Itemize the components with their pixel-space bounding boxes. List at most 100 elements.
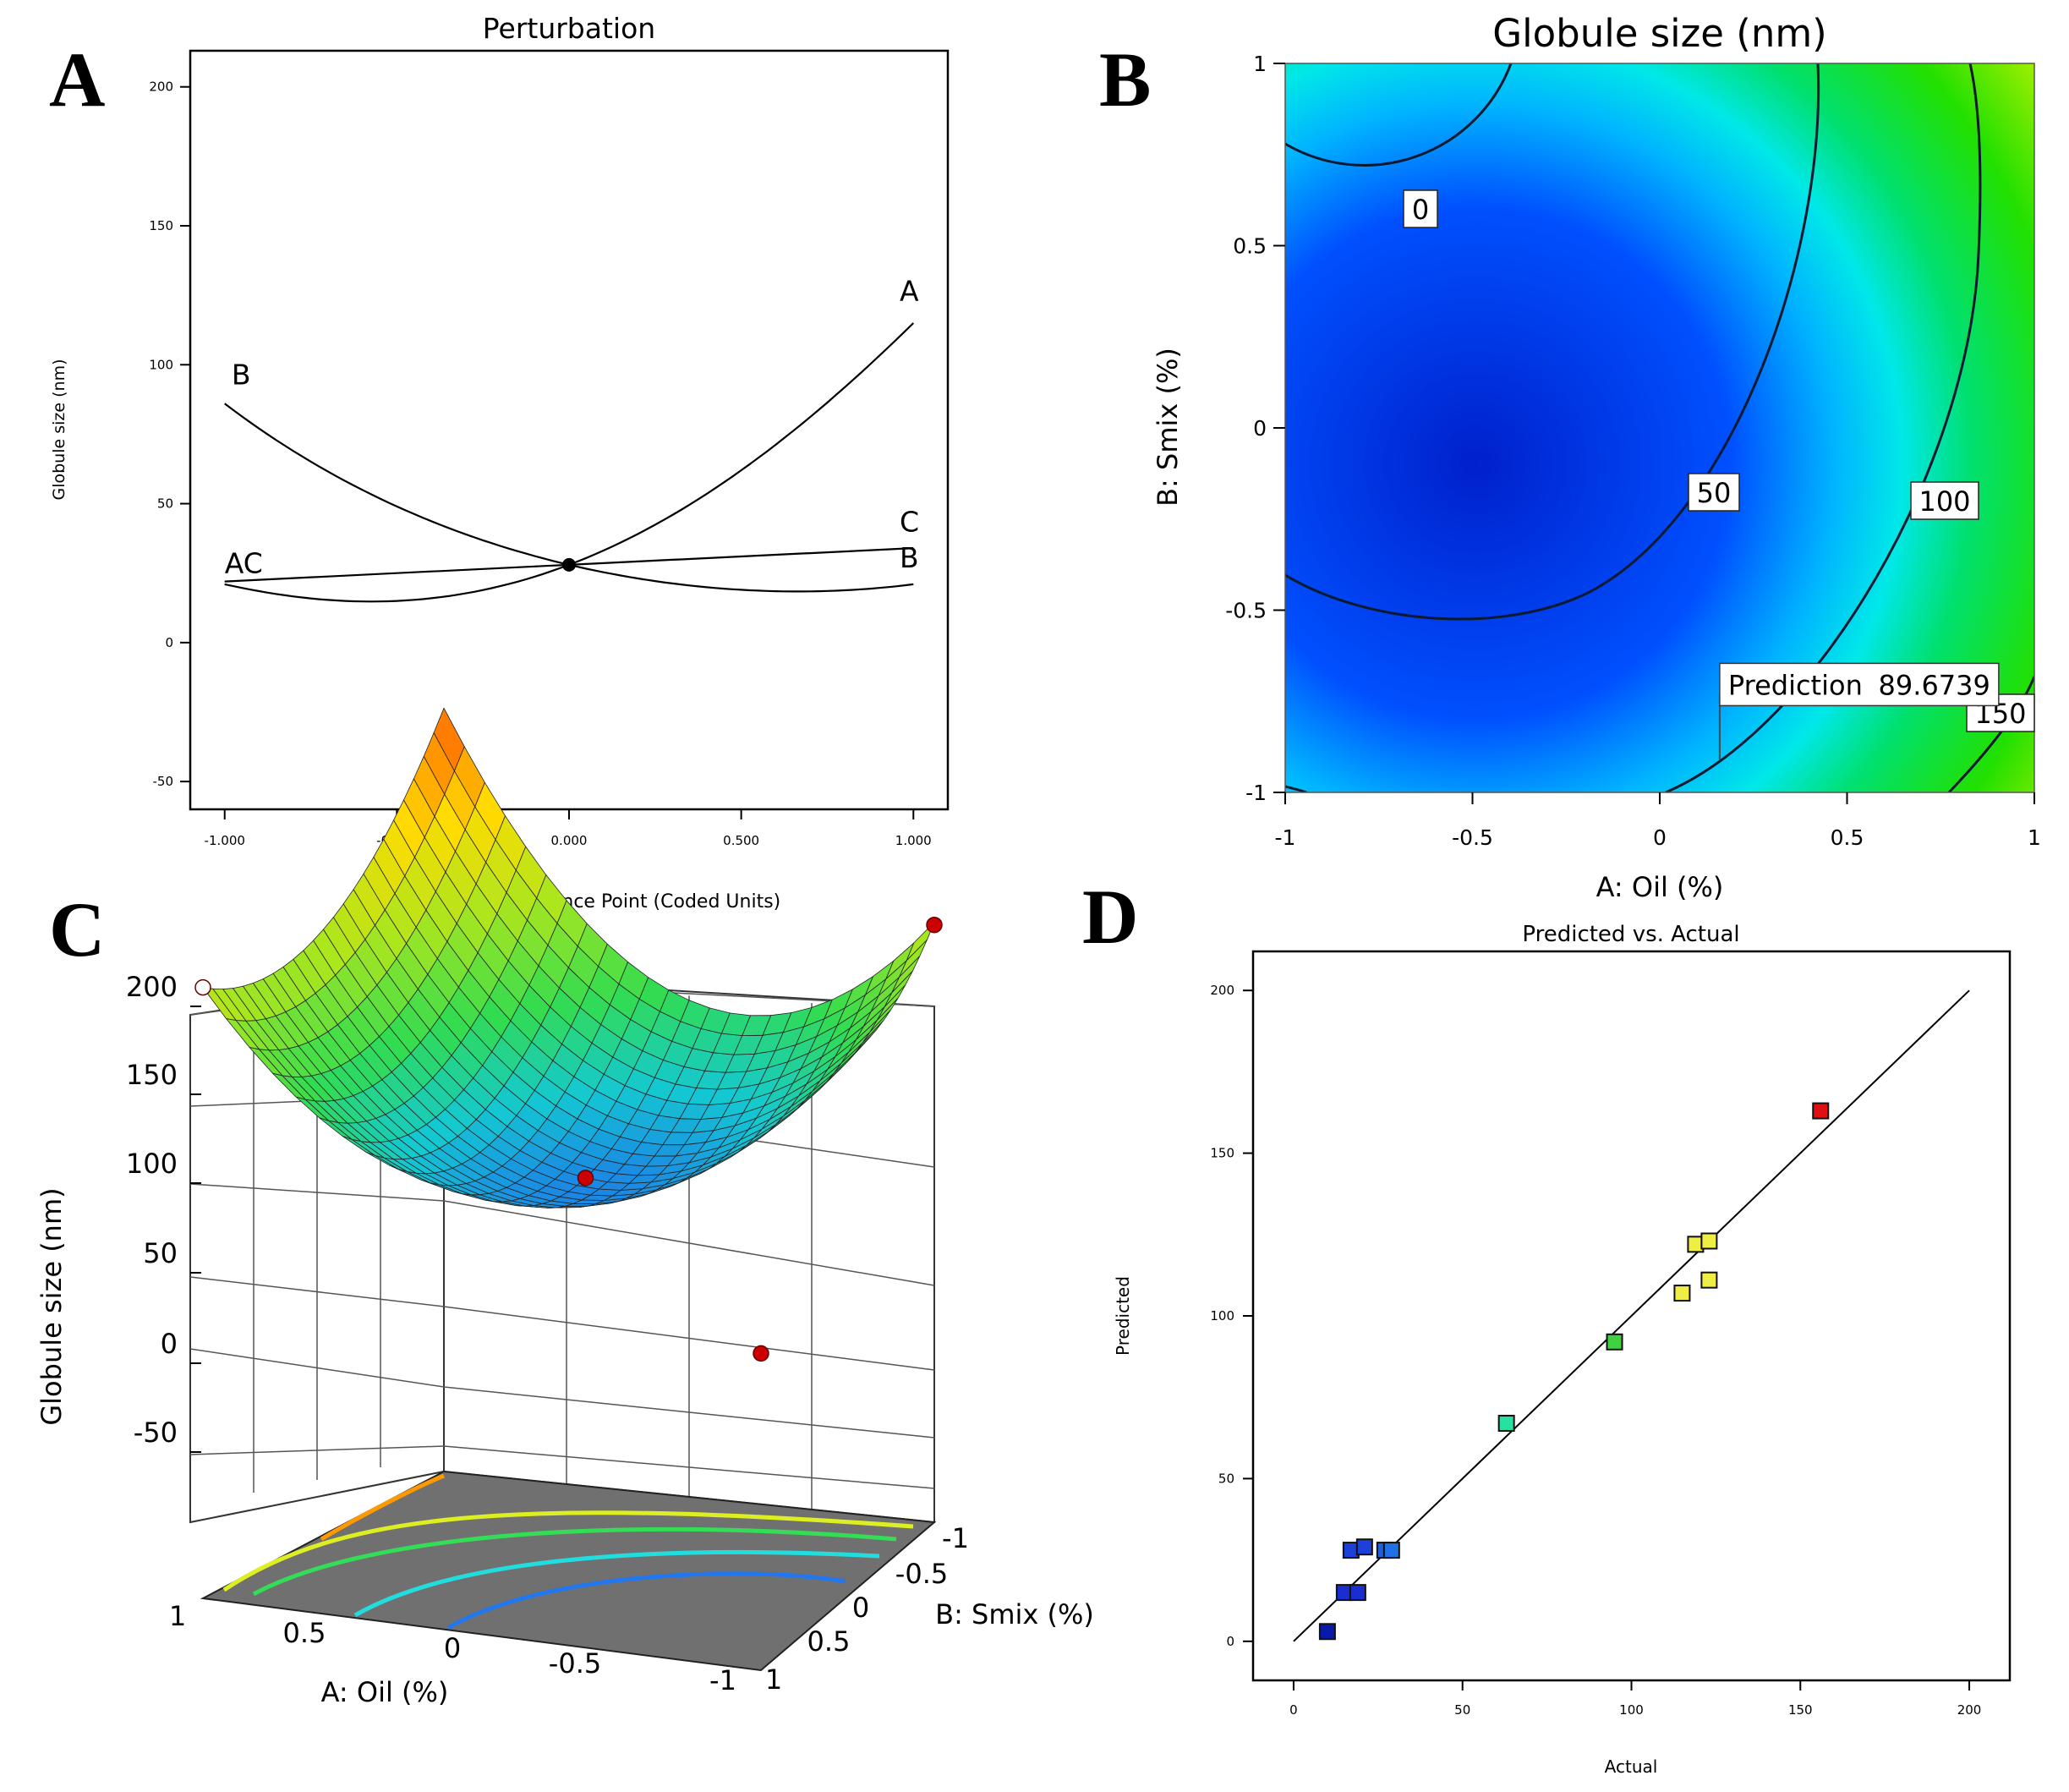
panel-c-y-axis-label: B: Smix (%) xyxy=(935,1598,1094,1630)
panel-c-y-tick-label: -0.5 xyxy=(895,1558,948,1590)
panel-b-level-label: 100 xyxy=(1918,485,1970,518)
panel-c-design-point xyxy=(753,1345,769,1362)
panel-b-x-tick-label: -0.5 xyxy=(1452,825,1493,850)
panel-d-y-axis-label: Predicted xyxy=(1113,1276,1133,1356)
panel-b-y-axis-label: B: Smix (%) xyxy=(1152,348,1184,507)
panel-c-z-tick-label: 50 xyxy=(143,1237,178,1269)
panel-c-design-point xyxy=(194,978,211,996)
panel-d-x-tick-label: 50 xyxy=(1454,1702,1470,1718)
panel-a-title: Perturbation xyxy=(483,12,655,45)
panel-d-data-point xyxy=(1700,1271,1718,1289)
panel-c-x-tick-label: 0.5 xyxy=(283,1617,326,1649)
panel-d-y-tick-label: 200 xyxy=(1210,983,1234,998)
panel-c-floor-contour xyxy=(252,1526,897,1597)
panel-a-curve-label: A xyxy=(900,275,919,308)
panel-a-curve-label: C xyxy=(900,505,919,538)
panel-d-data-point xyxy=(1606,1333,1623,1351)
panel-b-x-tick-label: 0.5 xyxy=(1831,825,1864,850)
panel-d-y-tick-label: 150 xyxy=(1210,1146,1234,1161)
panel-c-z-tick-label: 0 xyxy=(161,1328,178,1360)
panel-c-design-point xyxy=(926,916,943,934)
panel-b-y-tick-label: 1 xyxy=(1253,52,1267,76)
panel-b-prediction-label: Prediction xyxy=(1728,669,1863,701)
panel-c-x-tick-label: -1 xyxy=(709,1664,736,1696)
panel-a-x-tick-label: 0.000 xyxy=(551,833,588,848)
panel-c-x-axis-label: A: Oil (%) xyxy=(321,1676,449,1708)
panel-d-y-tick-label: 100 xyxy=(1210,1308,1234,1323)
panel-a-x-tick-label: 1.000 xyxy=(895,833,932,848)
panel-d-data-point xyxy=(1382,1542,1400,1559)
panel-c-y-tick-label: 1 xyxy=(765,1663,782,1696)
panel-b-level-label-box xyxy=(1403,189,1438,228)
panel-d-data-point xyxy=(1355,1538,1373,1556)
panel-b-contour-0 xyxy=(1285,63,1513,167)
panel-b-y-tick-label: 0 xyxy=(1253,416,1267,441)
panel-letter-a: A xyxy=(49,36,105,123)
panel-c-x-tick-label: 0 xyxy=(444,1632,461,1664)
panel-letter-d: D xyxy=(1082,874,1138,960)
panel-c-floor-contour xyxy=(320,1473,445,1542)
panel-a-y-tick-label: 200 xyxy=(149,79,173,95)
panel-b-level-label-box xyxy=(1688,473,1740,512)
panel-b-y-tick-label: -0.5 xyxy=(1225,599,1267,623)
panel-b-prediction-box xyxy=(1719,662,2000,707)
panel-a-y-tick-label: 100 xyxy=(149,357,173,372)
panel-a-y-tick-label: 150 xyxy=(149,218,173,233)
panel-d-data-point xyxy=(1700,1232,1718,1250)
panel-c-y-tick-label: -1 xyxy=(942,1522,969,1554)
panel-a-x-tick-label: 0.500 xyxy=(723,833,759,848)
panel-b-contour-100 xyxy=(1665,63,1982,792)
panel-c-z-tick-label: -50 xyxy=(134,1417,178,1449)
panel-b-x-tick-label: -1 xyxy=(1275,825,1296,850)
panel-c-x-tick-label: 1 xyxy=(169,1600,186,1632)
panel-a-curve-label: B xyxy=(900,541,919,574)
panel-a-perturbation-plot: Perturbation Deviation from Reference Po… xyxy=(50,12,950,912)
panel-a-x-tick-label: -1.000 xyxy=(205,833,245,848)
panel-b-level-label: 0 xyxy=(1412,194,1429,226)
panel-b-contour-150 xyxy=(1947,676,2034,792)
panel-a-y-tick-label: 50 xyxy=(157,496,173,512)
panel-c-z-tick-label: 200 xyxy=(126,971,178,1003)
panel-b-level-label-box xyxy=(1910,481,1979,520)
panel-a-y-tick-label: 0 xyxy=(165,635,173,650)
panel-letter-b: B xyxy=(1099,36,1151,123)
panel-c-y-tick-label: 0 xyxy=(852,1592,869,1624)
panel-b-prediction-value: 89.6739 xyxy=(1879,669,1990,701)
panel-d-x-tick-label: 100 xyxy=(1619,1702,1644,1718)
panel-c-surface-cell xyxy=(433,707,465,772)
panel-d-x-tick-label: 200 xyxy=(1957,1702,1982,1718)
panel-d-data-point xyxy=(1349,1584,1366,1602)
panel-a-reference-point xyxy=(562,557,576,572)
panel-b-x-tick-label: 1 xyxy=(2028,825,2041,850)
panel-c-floor-contour xyxy=(446,1571,846,1630)
panel-c-design-point xyxy=(577,1170,594,1186)
panel-c-z-tick-label: 150 xyxy=(126,1059,178,1091)
panel-d-fit-line xyxy=(1293,989,1970,1642)
panel-c-y-tick-label: 0.5 xyxy=(807,1625,851,1658)
panel-d-title: Predicted vs. Actual xyxy=(1522,922,1739,947)
panel-d-predicted-vs-actual: Predicted vs. Actual Actual Predicted 0 5… xyxy=(1113,922,2012,1777)
panel-c-floor-contour xyxy=(222,1510,914,1592)
panel-d-y-tick-label: 0 xyxy=(1226,1634,1234,1649)
panel-b-contour-plot: Globule size (nm) -1 -0.5 0 0.5 1 -1 -0.5 0 0.5… xyxy=(1152,11,2041,903)
panel-d-y-tick-label: 50 xyxy=(1218,1471,1234,1486)
panel-b-contour-50 xyxy=(1285,63,1820,621)
panel-c-floor-contour xyxy=(353,1549,880,1618)
panel-a-plot-frame xyxy=(189,49,950,811)
panel-letter-c: C xyxy=(49,886,105,973)
panel-d-x-tick-label: 0 xyxy=(1289,1702,1298,1718)
panel-d-x-tick-label: 150 xyxy=(1788,1702,1813,1718)
panel-c-x-tick-label: -0.5 xyxy=(549,1647,601,1680)
panel-d-data-point xyxy=(1497,1414,1515,1432)
panel-a-y-axis-label: Globule size (nm) xyxy=(50,359,68,501)
panel-a-curve-label: AC xyxy=(225,547,263,580)
panel-c-z-tick-label: 100 xyxy=(126,1148,178,1180)
panel-a-curve-label: B xyxy=(232,358,251,391)
panel-b-x-tick-label: 0 xyxy=(1653,825,1667,850)
panel-b-y-tick-label: -1 xyxy=(1245,781,1267,805)
panel-c-z-axis-label: Globule size (nm) xyxy=(36,1187,68,1425)
panel-b-level-label: 50 xyxy=(1697,477,1732,509)
panel-d-data-point xyxy=(1812,1102,1830,1120)
